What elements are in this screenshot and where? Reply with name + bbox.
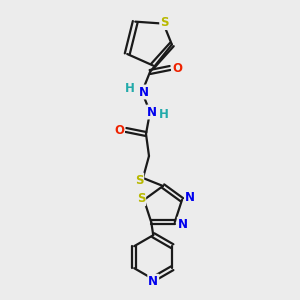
Text: N: N [139, 85, 149, 98]
Text: N: N [178, 218, 188, 231]
Text: S: S [135, 173, 143, 187]
Text: N: N [148, 275, 158, 288]
Text: O: O [172, 61, 182, 74]
Text: S: S [137, 192, 145, 205]
Text: S: S [160, 16, 169, 29]
Text: N: N [147, 106, 157, 118]
Text: H: H [125, 82, 135, 94]
Text: N: N [185, 191, 195, 204]
Text: H: H [159, 109, 169, 122]
Text: O: O [114, 124, 124, 136]
